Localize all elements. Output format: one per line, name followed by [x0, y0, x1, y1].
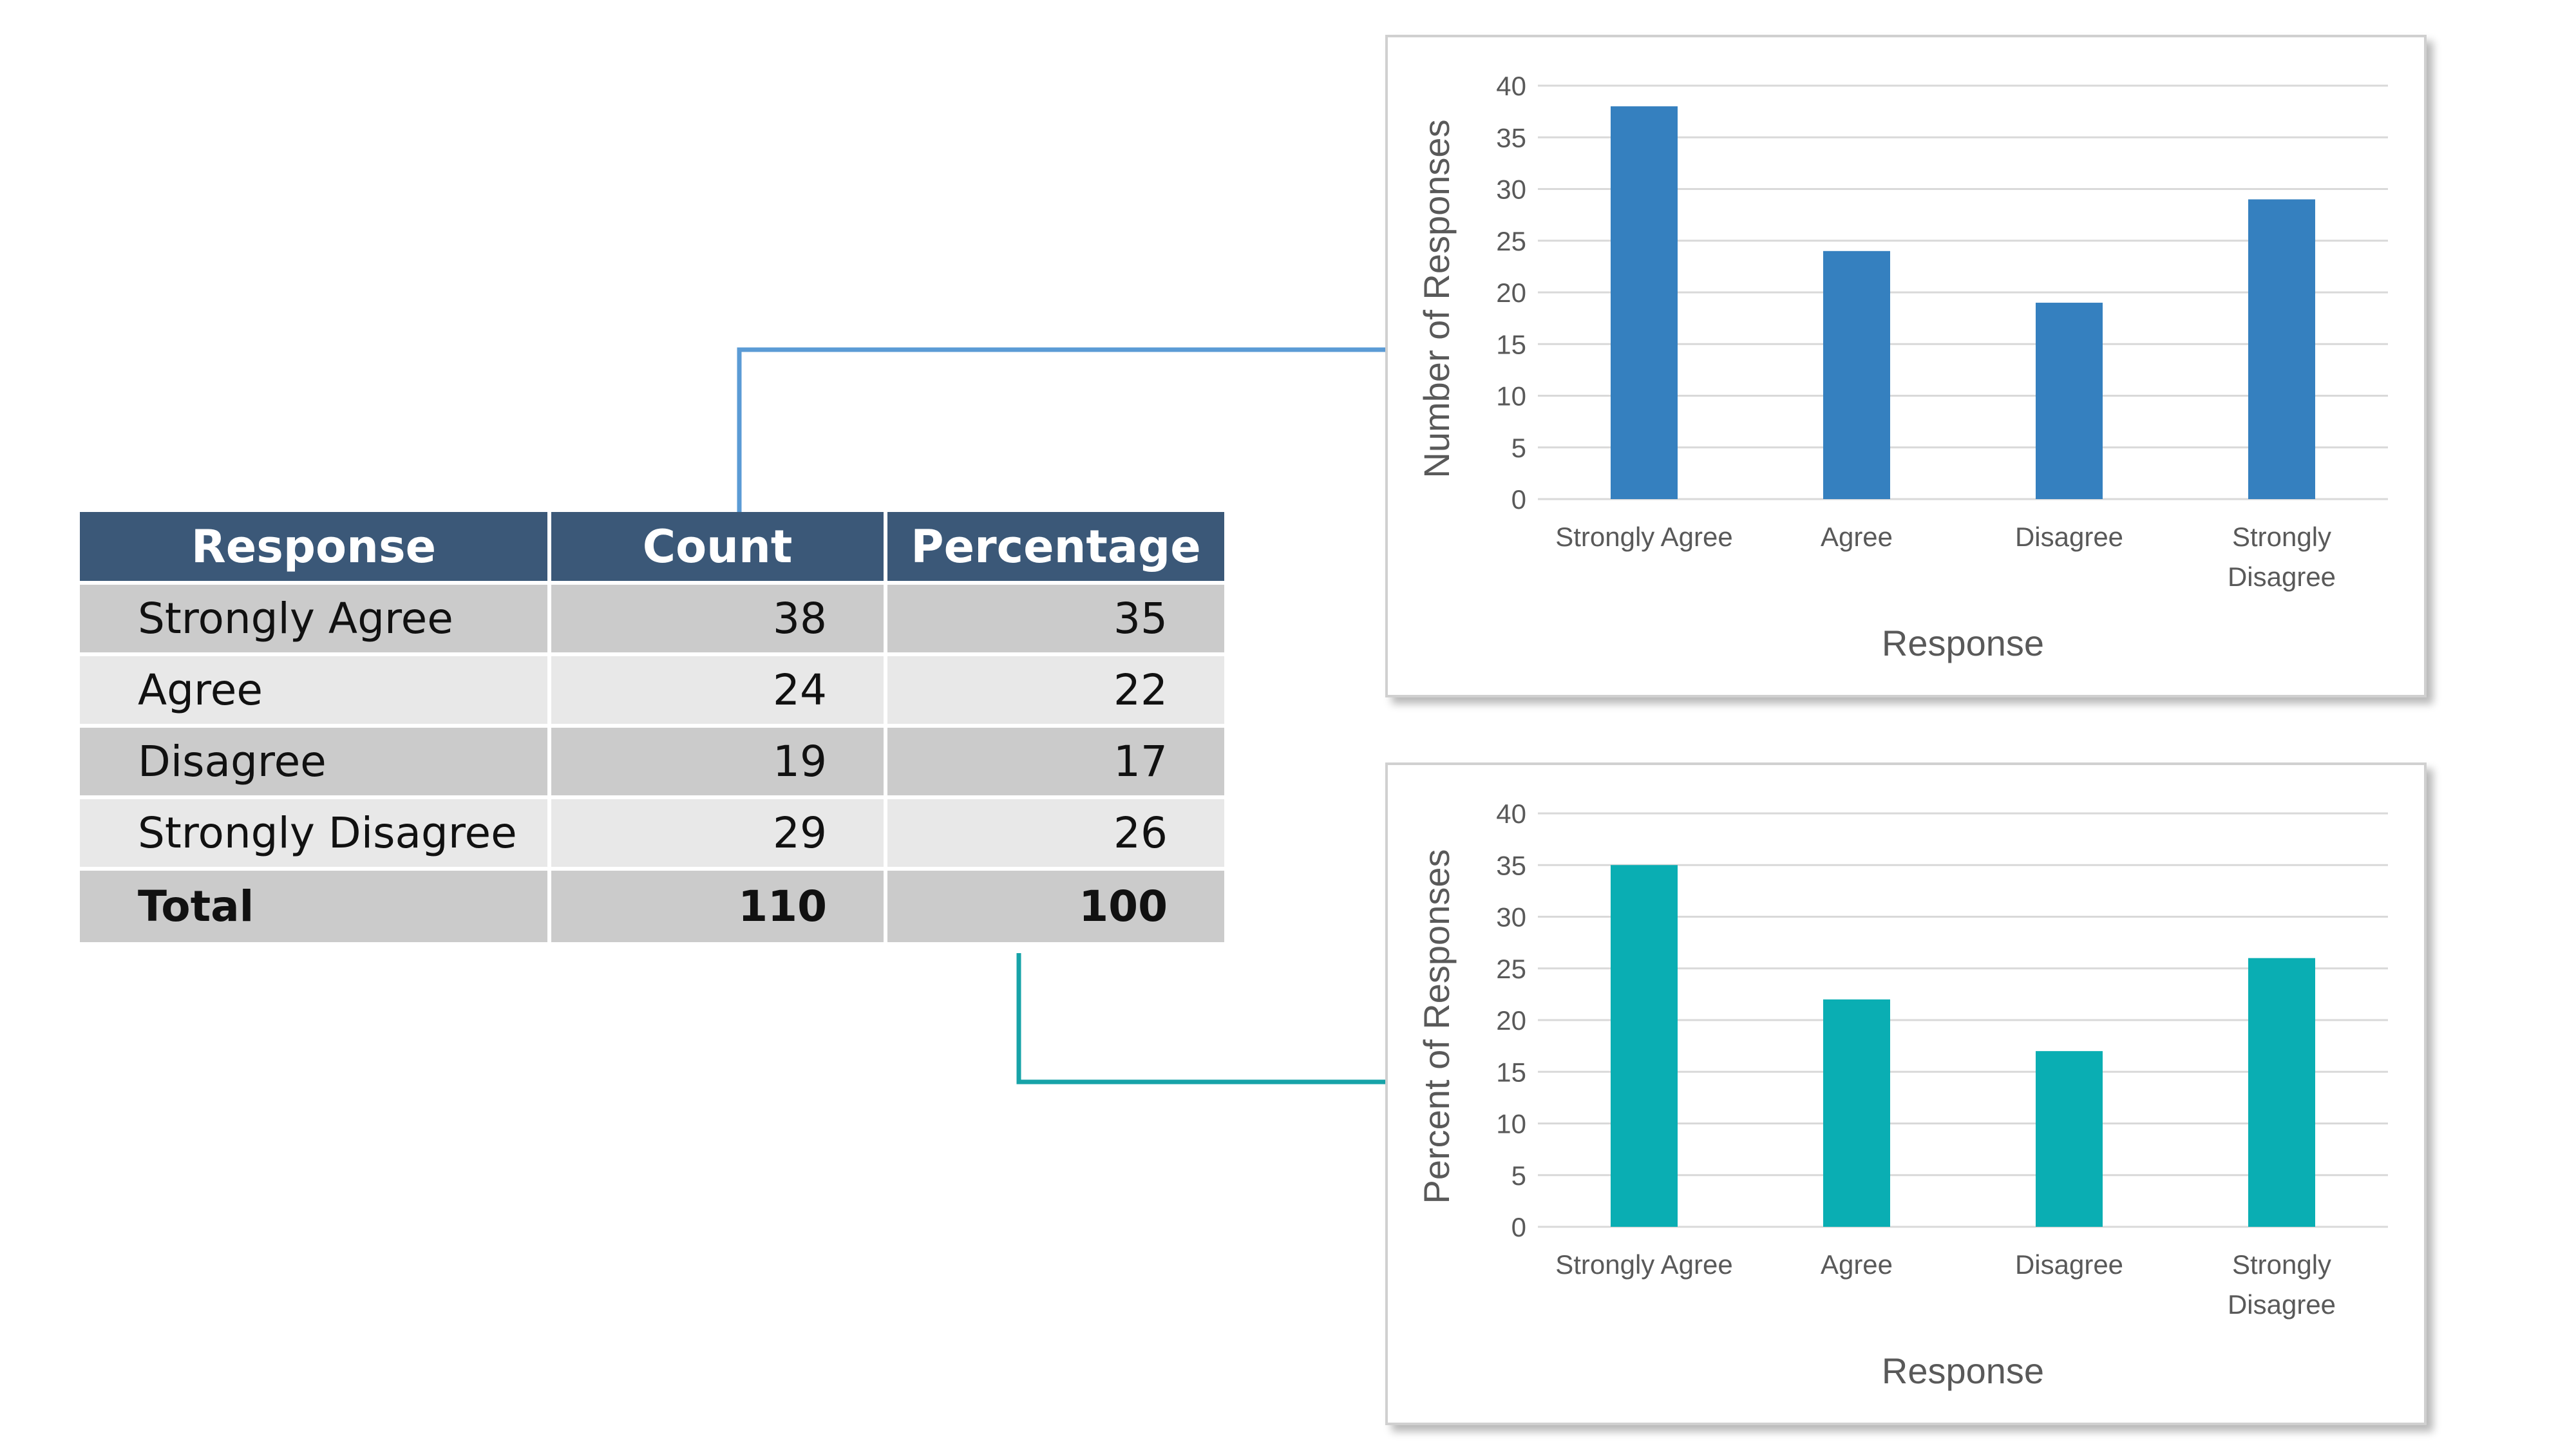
y-axis-title: Number of Responses [1416, 119, 1457, 478]
y-tick-label: 35 [1496, 850, 1526, 880]
cell-count: 38 [547, 585, 884, 656]
percent-chart-panel: 0 5 10 15 20 25 30 35 40 Strongly Agree Agree Disag… [1385, 762, 2427, 1425]
table-row: Strongly Disagree 29 26 [80, 799, 1224, 871]
response-table: Response Count Percentage Strongly Agree… [80, 512, 1224, 942]
bar [2036, 1051, 2103, 1227]
x-axis-title: Response [1882, 1350, 2044, 1391]
count-connector-line [739, 350, 1387, 512]
x-tick-label: Agree [1821, 522, 1893, 552]
y-tick-label: 0 [1511, 1212, 1526, 1242]
x-tick-label: Disagree [2015, 1249, 2123, 1280]
y-tick-label: 5 [1511, 1160, 1526, 1191]
x-tick-label: Strongly Agree [1555, 522, 1733, 552]
x-tick-label: Strongly Disagree [2228, 522, 2336, 592]
percent-bar-chart: 0 5 10 15 20 25 30 35 40 Strongly Agree Agree Disag… [1388, 765, 2424, 1423]
bar [1611, 106, 1678, 499]
x-axis-title: Response [1882, 623, 2044, 663]
header-count: Count [547, 512, 884, 585]
y-tick-label: 40 [1496, 799, 1526, 829]
cell-response: Agree [80, 656, 547, 728]
y-tick-label: 0 [1511, 484, 1526, 515]
y-tick-label: 20 [1496, 1005, 1526, 1036]
cell-percentage: 35 [884, 585, 1224, 656]
y-tick-label: 30 [1496, 902, 1526, 933]
y-tick-label: 25 [1496, 954, 1526, 984]
table-row: Agree 24 22 [80, 656, 1224, 728]
cell-total-label: Total [80, 871, 547, 942]
cell-total-percentage: 100 [884, 871, 1224, 942]
y-tick-label: 35 [1496, 122, 1526, 153]
cell-percentage: 17 [884, 728, 1224, 799]
table-row: Strongly Agree 38 35 [80, 585, 1224, 656]
percentage-connector-line [1019, 953, 1387, 1082]
bar [2248, 200, 2315, 499]
y-tick-label: 25 [1496, 226, 1526, 256]
cell-response: Disagree [80, 728, 547, 799]
count-chart-panel: 0 5 10 15 20 25 30 35 40 Strongly Agree Agree Disag… [1385, 35, 2427, 697]
cell-count: 29 [547, 799, 884, 871]
bar [1823, 251, 1890, 499]
y-tick-label: 40 [1496, 71, 1526, 101]
count-bar-chart: 0 5 10 15 20 25 30 35 40 Strongly Agree Agree Disag… [1388, 37, 2424, 695]
y-axis-title: Percent of Responses [1416, 849, 1457, 1204]
x-tick-label: Disagree [2015, 522, 2123, 552]
y-tick-label: 5 [1511, 433, 1526, 463]
table-header-row: Response Count Percentage [80, 512, 1224, 585]
y-tick-label: 15 [1496, 329, 1526, 359]
header-percentage: Percentage [884, 512, 1224, 585]
y-tick-label: 10 [1496, 1109, 1526, 1139]
y-tick-label: 30 [1496, 175, 1526, 205]
bar [1823, 999, 1890, 1227]
cell-count: 19 [547, 728, 884, 799]
y-tick-label: 15 [1496, 1057, 1526, 1087]
cell-percentage: 22 [884, 656, 1224, 728]
table-row: Disagree 19 17 [80, 728, 1224, 799]
table-total-row: Total 110 100 [80, 871, 1224, 942]
y-tick-label: 20 [1496, 278, 1526, 308]
header-response: Response [80, 512, 547, 585]
bar [2036, 303, 2103, 499]
cell-percentage: 26 [884, 799, 1224, 871]
x-tick-label: Agree [1821, 1249, 1893, 1280]
cell-count: 24 [547, 656, 884, 728]
x-tick-label: Strongly Disagree [2228, 1249, 2336, 1320]
bar [1611, 865, 1678, 1227]
cell-response: Strongly Agree [80, 585, 547, 656]
bar [2248, 958, 2315, 1227]
cell-total-count: 110 [547, 871, 884, 942]
y-tick-label: 10 [1496, 381, 1526, 412]
x-tick-label: Strongly Agree [1555, 1249, 1733, 1280]
cell-response: Strongly Disagree [80, 799, 547, 871]
